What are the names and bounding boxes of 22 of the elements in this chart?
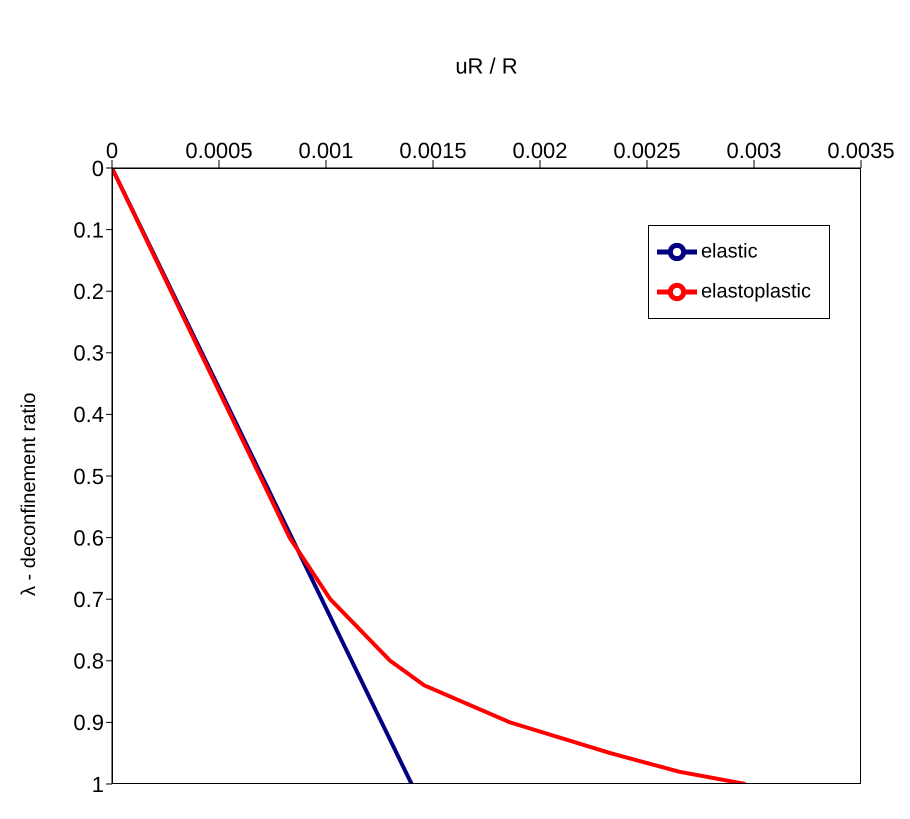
y-tick-label: 0.7 — [73, 587, 104, 612]
legend-label: elastic — [700, 240, 758, 262]
legend-label: elastoplastic — [700, 280, 811, 302]
x-tick-label: 0.003 — [726, 138, 782, 163]
y-tick-label: 0.5 — [73, 464, 104, 489]
y-tick-label: 0.4 — [73, 402, 104, 428]
y-tick-label: 0.2 — [73, 279, 104, 304]
x-tick-label: 0.001 — [298, 138, 354, 163]
y-tick-label: 0 — [92, 156, 104, 181]
x-tick-label: 0.002 — [512, 138, 568, 163]
y-tick-label: 0.1 — [73, 217, 104, 242]
y-tick-label: 0.6 — [73, 525, 104, 550]
x-tick-label: 0.0005 — [185, 138, 253, 163]
x-tick-label: 0.0025 — [613, 138, 681, 163]
x-axis-title: uR / R — [455, 54, 518, 79]
y-tick-label: 1 — [92, 772, 104, 797]
y-tick-label: 0.9 — [73, 710, 104, 736]
y-axis-title: λ - deconfinement ratio — [18, 392, 40, 596]
x-tick-label: 0.0015 — [399, 138, 467, 163]
y-tick-label: 0.8 — [73, 648, 104, 674]
y-tick-label: 0.3 — [73, 340, 104, 366]
x-tick-label: 0.0035 — [827, 138, 895, 163]
